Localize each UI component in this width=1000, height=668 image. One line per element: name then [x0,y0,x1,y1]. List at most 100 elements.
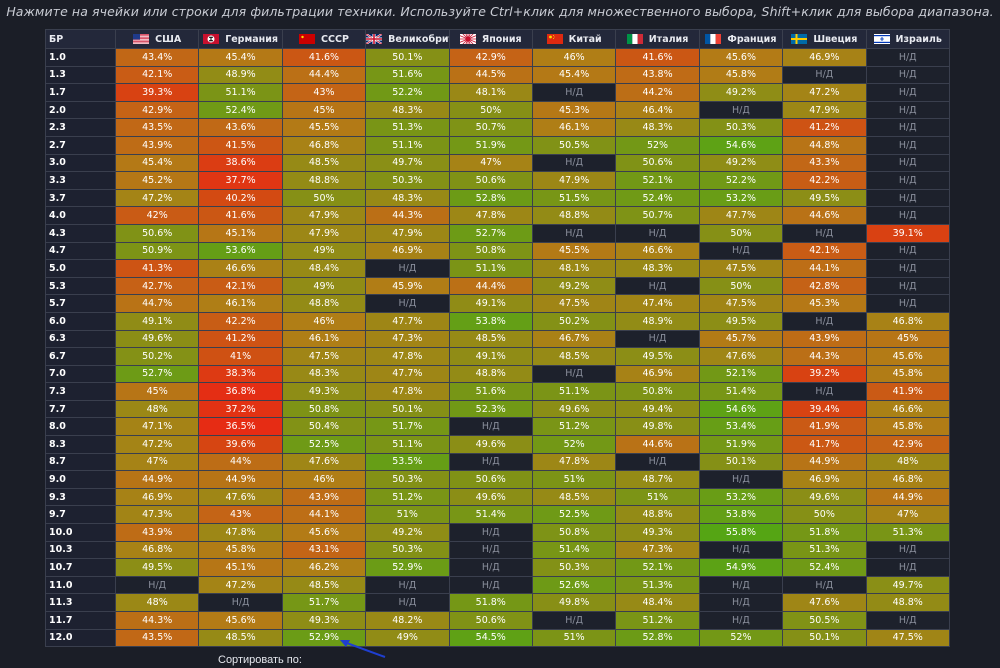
winrate-cell[interactable]: 50% [281,188,367,208]
winrate-cell[interactable]: 39.3% [114,83,200,102]
na-cell[interactable]: Н/Д [865,188,950,208]
na-cell[interactable]: Н/Д [615,452,700,472]
winrate-cell[interactable]: 39.6% [198,435,283,454]
table-row[interactable]: 5.7 44.7% 46.1% 48.8% Н/Д 49.1% 47.5% 47.4% 47.5… [45,294,950,313]
table-row[interactable]: 4.7 50.9% 53.6% 49% 46.9% 50.8% 45.5% 46.6% Н/Д 4… [45,241,950,261]
table-row[interactable]: 3.3 45.2% 37.7% 48.8% 50.3% 50.6% 47.9% 52.1% 52… [45,171,950,190]
br-cell[interactable]: 1.0 [45,48,116,67]
winrate-cell[interactable]: 46.1% [281,329,367,349]
winrate-cell[interactable]: 46.9% [114,487,200,507]
winrate-cell[interactable]: 42.1% [198,276,283,296]
winrate-cell[interactable]: 38.3% [198,364,283,384]
winrate-cell[interactable]: 49.5% [698,311,784,331]
winrate-cell[interactable]: 52.8% [615,628,700,648]
winrate-cell[interactable]: 50.1% [365,48,450,67]
na-cell[interactable]: Н/Д [865,83,950,102]
na-cell[interactable]: Н/Д [865,118,950,137]
winrate-cell[interactable]: 52.1% [615,171,700,190]
na-cell[interactable]: Н/Д [365,593,450,612]
table-row[interactable]: 8.3 47.2% 39.6% 52.5% 51.1% 49.6% 52% 44.6% 51.9… [45,435,950,454]
winrate-cell[interactable]: 49.6% [782,487,867,507]
br-cell[interactable]: 4.3 [45,223,116,243]
br-cell[interactable]: 11.3 [45,593,116,612]
nation-header-8[interactable]: Франция [698,29,784,49]
winrate-cell[interactable]: 43.6% [198,118,283,137]
winrate-cell[interactable]: 54.6% [698,399,784,419]
br-cell[interactable]: 9.7 [45,505,116,525]
winrate-cell[interactable]: 47% [865,505,950,525]
na-cell[interactable]: Н/Д [531,153,617,173]
winrate-cell[interactable]: 51.6% [448,382,533,401]
winrate-cell[interactable]: 52.1% [615,558,700,577]
winrate-cell[interactable]: 52.3% [448,399,533,419]
winrate-cell[interactable]: 48.3% [281,364,367,384]
winrate-cell[interactable]: 50.1% [698,452,784,472]
winrate-cell[interactable]: 44.9% [865,487,950,507]
winrate-cell[interactable]: 41.9% [865,382,950,401]
na-cell[interactable]: Н/Д [365,259,450,278]
winrate-cell[interactable]: 41.7% [782,435,867,454]
winrate-cell[interactable]: 41.6% [281,48,367,67]
na-cell[interactable]: Н/Д [782,223,867,243]
na-cell[interactable]: Н/Д [865,540,950,560]
winrate-cell[interactable]: 45.1% [198,223,283,243]
winrate-cell[interactable]: 40.2% [198,188,283,208]
winrate-cell[interactable]: 42.9% [114,100,200,120]
winrate-cell[interactable]: 50% [698,276,784,296]
br-cell[interactable]: 10.7 [45,558,116,577]
na-cell[interactable]: Н/Д [448,540,533,560]
winrate-cell[interactable]: 48.9% [198,65,283,85]
winrate-cell[interactable]: 47.2% [114,188,200,208]
na-cell[interactable]: Н/Д [698,100,784,120]
winrate-cell[interactable]: 50.3% [698,118,784,137]
winrate-cell[interactable]: 51.3% [615,575,700,595]
winrate-cell[interactable]: 47.7% [365,311,450,331]
winrate-cell[interactable]: 47.3% [114,505,200,525]
table-row[interactable]: 9.3 46.9% 47.6% 43.9% 51.2% 49.6% 48.5% 51% 53.2… [45,487,950,507]
na-cell[interactable]: Н/Д [865,171,950,190]
table-row[interactable]: 7.0 52.7% 38.3% 48.3% 47.7% 48.8% Н/Д 46.9% 52.1… [45,364,950,384]
winrate-cell[interactable]: 48.3% [365,188,450,208]
na-cell[interactable]: Н/Д [615,329,700,349]
winrate-cell[interactable]: 44.4% [448,276,533,296]
winrate-cell[interactable]: 42.2% [198,311,283,331]
br-cell[interactable]: 2.7 [45,135,116,155]
winrate-cell[interactable]: 52.5% [281,435,367,454]
winrate-cell[interactable]: 45.7% [698,329,784,349]
winrate-cell[interactable]: 51.2% [615,611,700,630]
nation-header-5[interactable]: Япония [448,29,533,49]
br-column-header[interactable]: БР [45,29,116,49]
na-cell[interactable]: Н/Д [782,311,867,331]
winrate-cell[interactable]: 49% [281,276,367,296]
winrate-cell[interactable]: 36.5% [198,417,283,437]
na-cell[interactable]: Н/Д [782,382,867,401]
winrate-cell[interactable]: 49.4% [615,399,700,419]
nation-header-10[interactable]: Израиль [865,29,950,49]
nation-header-2[interactable]: Германия [198,29,283,49]
winrate-cell[interactable]: 52.2% [365,83,450,102]
nation-header-7[interactable]: Италия [615,29,700,49]
winrate-cell[interactable]: 41.6% [198,206,283,225]
winrate-cell[interactable]: 46.8% [281,135,367,155]
nation-header-1[interactable]: США [114,29,200,49]
br-cell[interactable]: 10.0 [45,523,116,542]
br-cell[interactable]: 4.7 [45,241,116,261]
winrate-cell[interactable]: 45.9% [365,276,450,296]
winrate-cell[interactable]: 52.6% [531,575,617,595]
winrate-cell[interactable]: 45.4% [198,48,283,67]
winrate-cell[interactable]: 50.8% [615,382,700,401]
winrate-cell[interactable]: 54.6% [698,135,784,155]
br-cell[interactable]: 2.3 [45,118,116,137]
winrate-cell[interactable]: 48.5% [281,153,367,173]
winrate-cell[interactable]: 50.7% [615,206,700,225]
br-cell[interactable]: 6.7 [45,347,116,366]
na-cell[interactable]: Н/Д [698,540,784,560]
winrate-cell[interactable]: 46% [281,470,367,489]
winrate-cell[interactable]: 51.1% [365,435,450,454]
winrate-cell[interactable]: 49.6% [448,487,533,507]
winrate-cell[interactable]: 37.7% [198,171,283,190]
na-cell[interactable]: Н/Д [448,452,533,472]
winrate-cell[interactable]: 48.9% [615,311,700,331]
table-row[interactable]: 3.0 45.4% 38.6% 48.5% 49.7% 47% Н/Д 50.6% 49.2% 4… [45,153,950,173]
winrate-cell[interactable]: 48% [114,593,200,612]
